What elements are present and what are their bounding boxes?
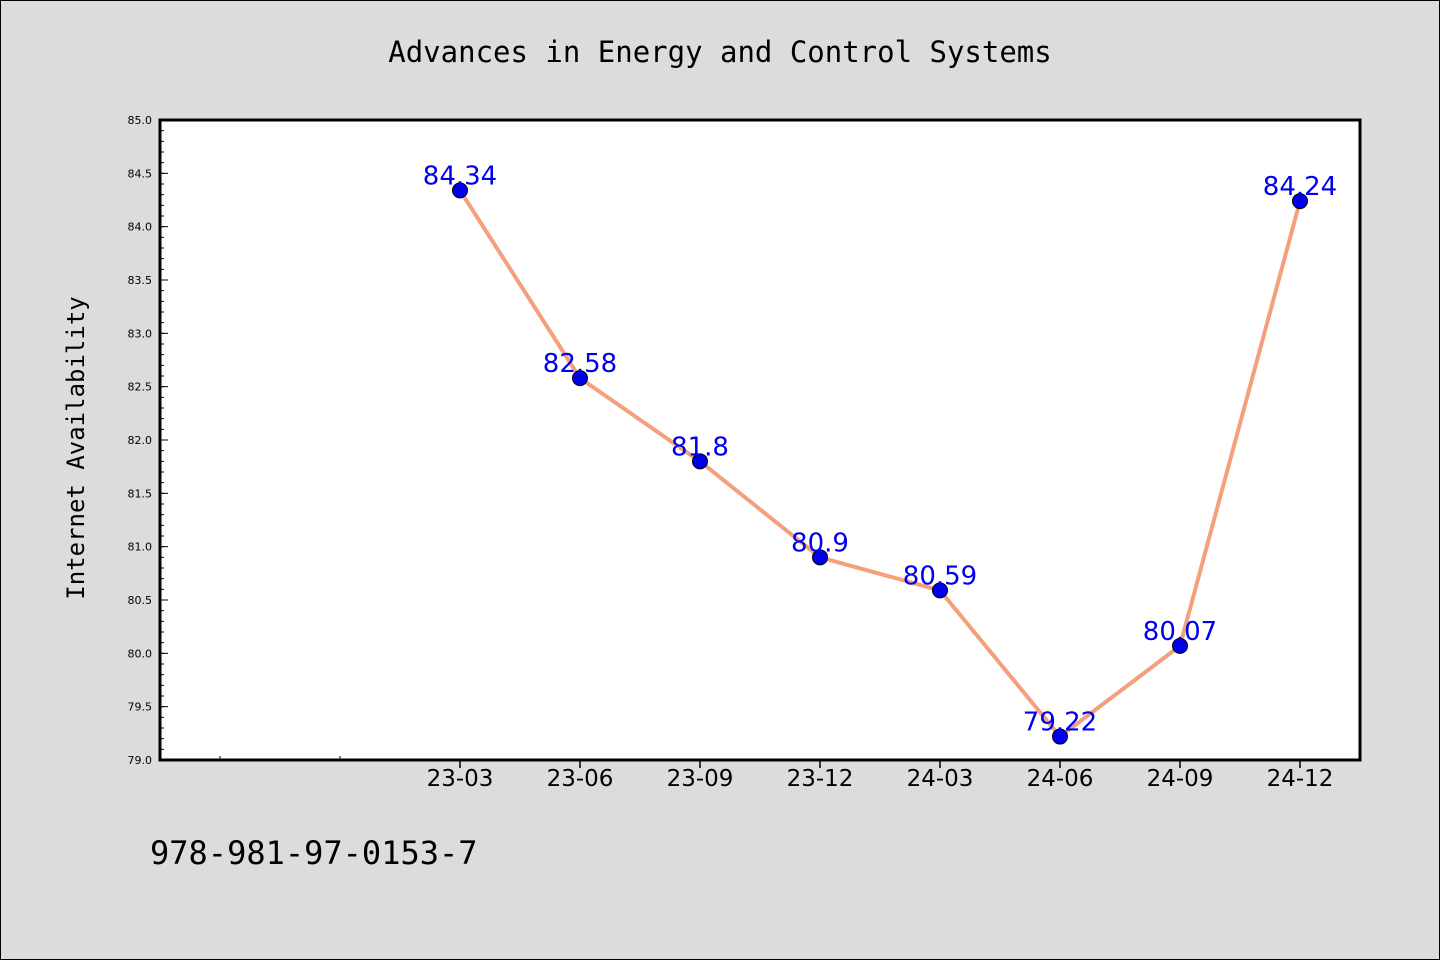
y-axis-label: Internet Availability: [62, 296, 90, 599]
chart-title: Advances in Energy and Control Systems: [388, 35, 1051, 69]
data-label: 82.58: [543, 349, 617, 379]
y-tick-label: 81.5: [128, 487, 153, 500]
y-axis: 79.0 79.5 80.0 80.5 81.0 81.5 82.0 82.5 83.0 83.5…: [128, 114, 168, 767]
series-line-group: [458, 189, 1302, 739]
x-tick-label: 24-03: [907, 766, 974, 792]
data-point: [932, 582, 948, 599]
data-label: 81.8: [671, 432, 729, 462]
data-point: [1172, 637, 1188, 654]
data-label: 79.22: [1023, 708, 1097, 738]
x-axis: 23-03 23-06 23-09 23-12 24-03 24-06 24-09 24-12: [219, 756, 1334, 792]
data-label: 80.07: [1143, 617, 1217, 647]
y-tick-label: 81.0: [128, 541, 153, 554]
x-tick-label: 23-09: [667, 766, 734, 792]
x-tick-label: 23-12: [787, 766, 854, 792]
y-tick-label: 85.0: [128, 114, 153, 127]
y-tick-label: 84.0: [128, 221, 153, 234]
data-label: 84.34: [423, 161, 497, 191]
series-line: [458, 189, 1302, 739]
data-point: [572, 370, 588, 387]
data-point: [1292, 193, 1308, 210]
data-label: 84.24: [1263, 172, 1337, 202]
data-label: 80.59: [903, 561, 977, 591]
y-tick-label: 83.0: [128, 327, 153, 340]
data-point: [812, 549, 828, 566]
isbn-text: 978-981-97-0153-7: [150, 834, 478, 872]
y-tick-label: 80.0: [128, 647, 153, 660]
data-point: [1052, 728, 1068, 745]
data-point: [452, 182, 468, 199]
y-tick-label: 82.5: [128, 381, 153, 394]
data-point: [692, 453, 708, 470]
x-tick-label: 24-09: [1147, 766, 1214, 792]
data-labels: 84.34 82.58 81.8 80.9 80.59 79.22 80.07 84.24: [423, 161, 1337, 737]
x-tick-label: 23-03: [427, 766, 494, 792]
x-tick-label: 23-06: [547, 766, 614, 792]
y-tick-label: 83.5: [128, 274, 153, 287]
data-points: [452, 182, 1308, 745]
data-label: 80.9: [791, 528, 849, 558]
y-tick-label: 80.5: [128, 594, 153, 607]
y-tick-label: 84.5: [128, 167, 153, 180]
y-tick-label: 79.0: [128, 754, 153, 767]
x-tick-label: 24-06: [1027, 766, 1094, 792]
x-tick-label: 24-12: [1267, 766, 1334, 792]
y-tick-label: 82.0: [128, 434, 153, 447]
y-tick-label: 79.5: [128, 701, 153, 714]
plot-area: [158, 118, 1362, 762]
